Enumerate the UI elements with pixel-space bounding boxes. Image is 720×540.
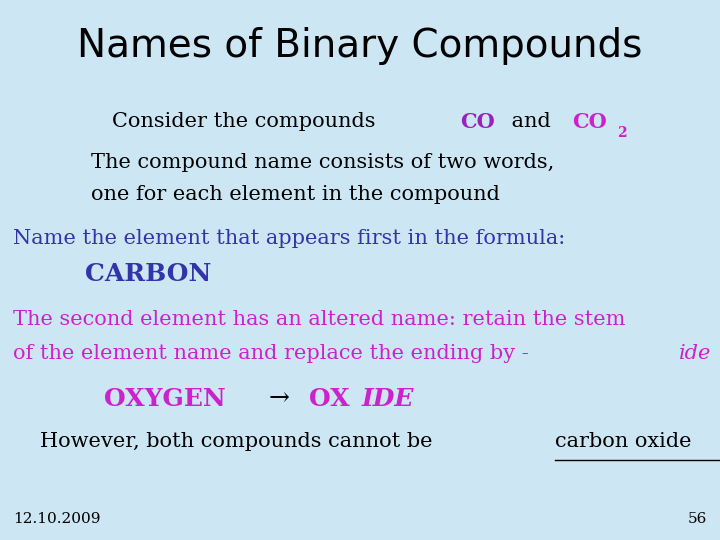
Text: Consider the compounds: Consider the compounds (112, 112, 382, 131)
Text: However, both compounds cannot be: However, both compounds cannot be (40, 431, 438, 451)
Text: OXYGEN: OXYGEN (104, 387, 226, 410)
Text: of the element name and replace the ending by -: of the element name and replace the endi… (13, 344, 528, 363)
Text: Names of Binary Compounds: Names of Binary Compounds (77, 27, 643, 65)
Text: The second element has an altered name: retain the stem: The second element has an altered name: … (13, 310, 626, 329)
Text: carbon oxide: carbon oxide (554, 431, 691, 451)
Text: CO: CO (460, 111, 495, 132)
Text: →: → (261, 387, 299, 410)
Text: 56: 56 (688, 512, 707, 526)
Text: CO: CO (572, 111, 607, 132)
Text: and: and (505, 112, 557, 131)
Text: ide: ide (678, 344, 711, 363)
Text: 2: 2 (618, 126, 627, 140)
Text: OX: OX (309, 387, 350, 410)
Text: IDE: IDE (362, 387, 414, 410)
Text: 12.10.2009: 12.10.2009 (13, 512, 101, 526)
Text: one for each element in the compound: one for each element in the compound (91, 185, 500, 204)
Text: Name the element that appears first in the formula:: Name the element that appears first in t… (13, 229, 565, 248)
Text: The compound name consists of two words,: The compound name consists of two words, (91, 152, 554, 172)
Text: CARBON: CARBON (85, 262, 212, 286)
